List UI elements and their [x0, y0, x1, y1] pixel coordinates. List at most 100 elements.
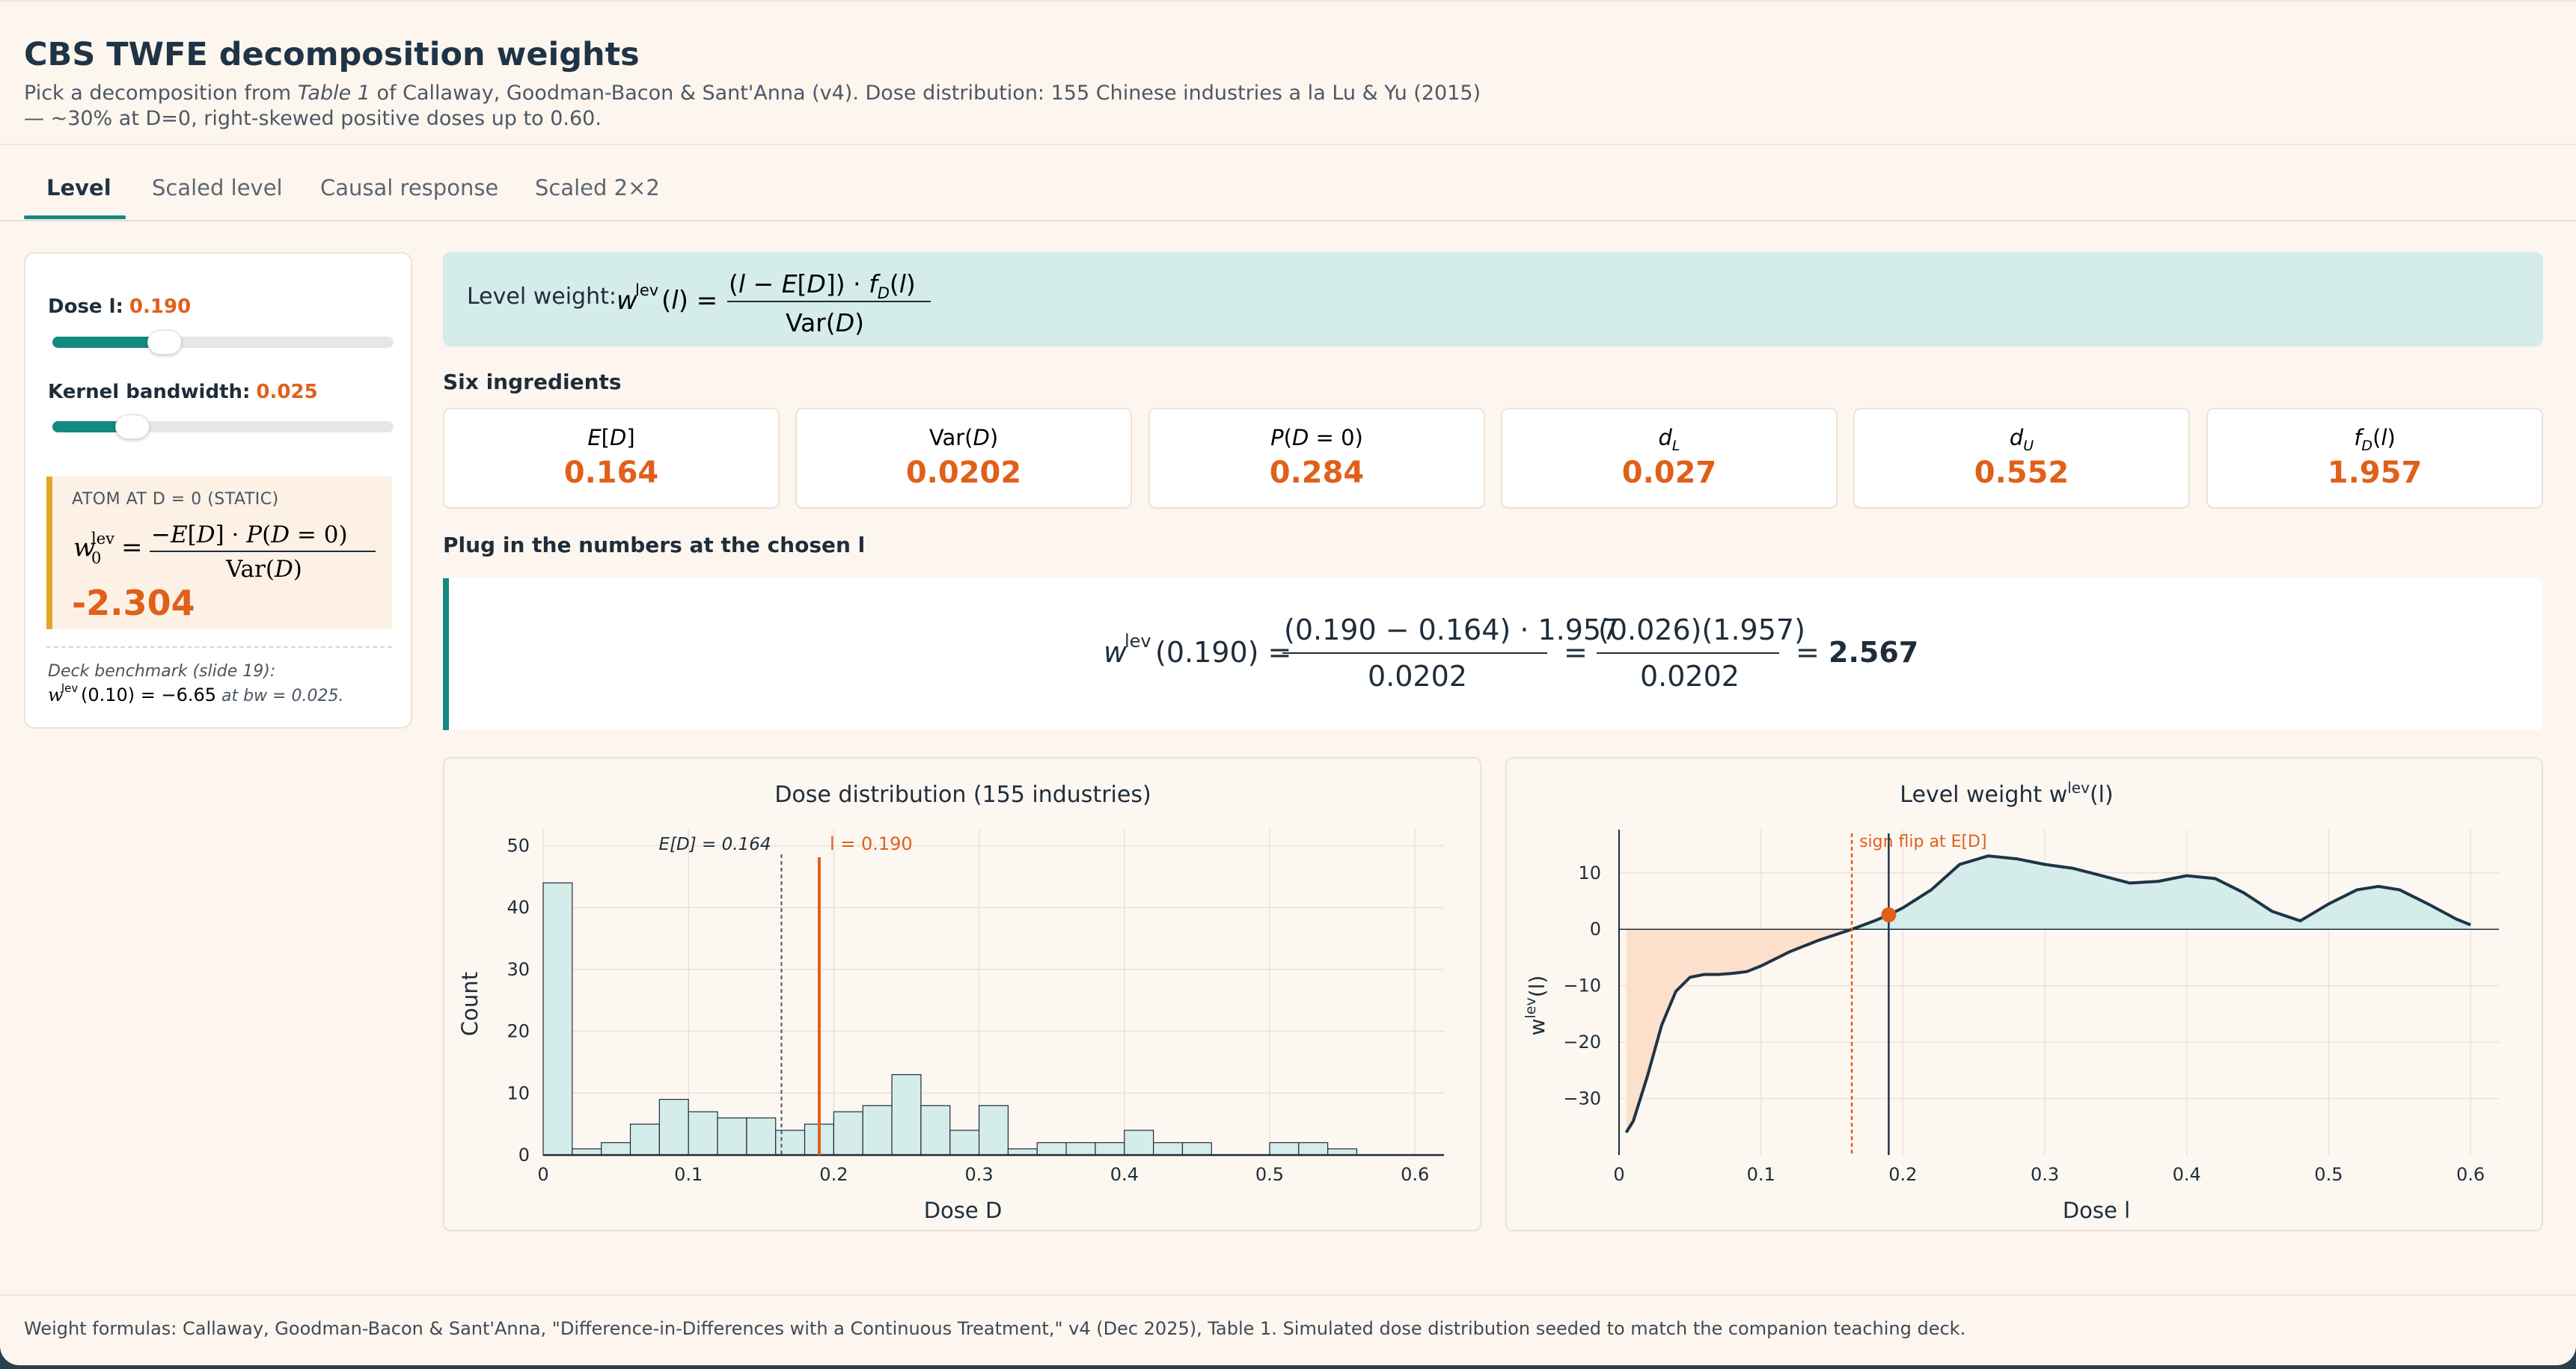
page-subtitle: Pick a decomposition from Table 1 of Cal…	[24, 81, 1505, 132]
x-tick-label: 0.6	[2456, 1164, 2485, 1185]
histogram-bar	[862, 1105, 893, 1156]
y-tick-label: 40	[507, 897, 530, 918]
svg-text:w: w	[617, 286, 637, 316]
ingredients-title: Six ingredients	[443, 370, 622, 394]
level-weight-chart-panel: Level weight wlev(l) 0 0.1 0.2 0.3 0.4 0.5 0.6…	[1505, 757, 2543, 1231]
histogram-bar	[949, 1130, 980, 1156]
svg-text:lev: lev	[91, 530, 114, 548]
x-tick-label: 0.2	[1888, 1164, 1917, 1185]
svg-text:Var(D): Var(D)	[225, 556, 302, 581]
x-tick-label: 0.5	[1255, 1164, 1284, 1185]
tab-scaled-level[interactable]: Scaled level	[152, 175, 283, 200]
ingredient-value: 0.552	[1974, 456, 2069, 490]
svg-text:=: =	[1796, 636, 1820, 669]
y-tick-label: −30	[1563, 1088, 1601, 1109]
x-tick-label: 0.5	[2314, 1164, 2343, 1185]
plug-var: 0.0202	[1368, 660, 1467, 693]
tab-causal-response[interactable]: Causal response	[320, 175, 499, 200]
y-tick-label: 30	[507, 959, 530, 980]
histogram-bar	[833, 1111, 863, 1156]
chart-title: Level weight wlev(l)	[1900, 779, 2113, 808]
x-tick-label: 0	[1613, 1164, 1624, 1185]
negative-area	[1626, 929, 1853, 1133]
top-divider	[0, 0, 2576, 1]
dose-label: l = 0.190	[830, 833, 913, 854]
svg-text:P(D = 0): P(D = 0)	[1270, 425, 1363, 450]
level-weight-chart: Level weight wlev(l) 0 0.1 0.2 0.3 0.4 0.5 0.6…	[1523, 779, 2499, 1223]
plug-in-title: Plug in the numbers at the chosen l	[443, 533, 865, 557]
y-tick-label: 50	[507, 836, 530, 857]
ingredient-symbol: P(D = 0)	[1270, 425, 1363, 450]
dose-marker	[1881, 907, 1897, 922]
bandwidth-slider-fill	[52, 421, 133, 432]
histogram-bar	[629, 1124, 660, 1156]
svg-text:E[D]: E[D]	[587, 425, 634, 450]
ingredient-card-var: Var(D) 0.0202	[795, 408, 1132, 509]
bandwidth-value: 0.025	[256, 381, 318, 403]
histogram-bar	[775, 1130, 806, 1156]
x-tick-label: 0.1	[674, 1164, 703, 1185]
svg-text:0: 0	[91, 549, 101, 567]
ingredient-card-p0: P(D = 0) 0.284	[1148, 408, 1485, 509]
svg-text:(0.10) = −6.65: (0.10) = −6.65	[81, 684, 216, 705]
x-axis-label: Dose D	[924, 1198, 1003, 1223]
dose-distribution-chart: Dose distribution (155 industries) 0 0.1 0…	[457, 782, 1444, 1223]
histogram-bar	[920, 1105, 951, 1156]
y-tick-label: −10	[1563, 976, 1601, 996]
y-axis-label-tail: (l)	[1525, 976, 1549, 998]
bandwidth-label-text: Kernel bandwidth:	[48, 381, 251, 403]
benchmark-formula: w lev (0.10) = −6.65 at bw = 0.025.	[48, 682, 343, 705]
ingredient-symbol: dU	[2010, 425, 2034, 453]
histogram-bar	[542, 882, 573, 1156]
page-title: CBS TWFE decomposition weights	[24, 36, 640, 73]
tab-bar: Level Scaled level Causal response Scale…	[0, 147, 2576, 221]
page-footer: Weight formulas: Callaway, Goodman-Bacon…	[0, 1294, 2576, 1365]
weight-curve	[1624, 854, 2471, 1133]
svg-text:(l − E[D]) · fD(l): (l − E[D]) · fD(l)	[729, 269, 916, 302]
sign-flip-label: sign flip at E[D]	[1859, 833, 1987, 851]
chart-annotations: sign flip at E[D]	[1850, 833, 1987, 1155]
ingredient-card-ed: E[D] 0.164	[443, 408, 780, 509]
tab-level[interactable]: Level	[46, 175, 111, 200]
histogram-bar	[1181, 1142, 1212, 1156]
svg-text:w: w	[1104, 636, 1128, 669]
ingredient-symbol: dL	[1658, 425, 1680, 453]
histogram-bar	[601, 1142, 631, 1156]
ingredient-value: 0.0202	[905, 456, 1022, 490]
dose-slider-thumb[interactable]	[147, 330, 183, 355]
x-tick-label: 0.3	[964, 1164, 993, 1185]
plug-result: 2.567	[1829, 636, 1918, 669]
x-axis-label: Dose l	[2063, 1198, 2130, 1223]
bandwidth-slider[interactable]	[52, 414, 394, 439]
level-weight-formula: w lev (l) = (l − E[D]) · fD(l) Var(D)	[617, 269, 931, 337]
y-axis-label-sup: lev	[1523, 997, 1539, 1018]
svg-text:(0.190 − 0.164) · 1.957: (0.190 − 0.164) · 1.957	[1284, 613, 1619, 646]
dose-label: Dose l: 0.190	[48, 295, 191, 318]
chart-annotations: E[D] = 0.164 l = 0.190	[659, 833, 913, 1155]
x-tick-label: 0.3	[2031, 1164, 2059, 1185]
dose-value: 0.190	[129, 295, 192, 318]
ingredient-value: 0.027	[1621, 456, 1717, 490]
controls-panel: Dose l: 0.190 Kernel bandwidth: 0.025 ATOM…	[24, 252, 412, 729]
histogram-bar	[891, 1074, 922, 1156]
y-tick-label: −20	[1563, 1032, 1601, 1053]
svg-text:Var(D): Var(D)	[786, 308, 864, 337]
ingredient-value: 0.284	[1269, 456, 1365, 490]
histogram-bar	[1298, 1142, 1329, 1156]
svg-text:(0.190) =: (0.190) =	[1155, 636, 1291, 669]
bandwidth-slider-thumb[interactable]	[115, 414, 150, 439]
plug-var-2: 0.0202	[1640, 660, 1740, 693]
formula-banner: Level weight: w lev (l) = (l − E[D]) · f…	[443, 252, 2543, 346]
x-tick-label: 0.2	[819, 1164, 848, 1185]
x-tick-label: 0	[537, 1164, 548, 1185]
mean-label: E[D] = 0.164	[659, 835, 771, 854]
plug-ed: 0.164	[1419, 613, 1500, 646]
ingredient-value: 1.957	[2327, 456, 2423, 490]
plug-fd-2: 1.957	[1713, 613, 1794, 646]
histogram-bar	[1095, 1142, 1125, 1156]
x-tick-label: 0.1	[1747, 1164, 1775, 1185]
chart-axes: 0 0.1 0.2 0.3 0.4 0.5 0.6 0 10 20 30 40 50	[507, 836, 1444, 1185]
tab-scaled-2x2[interactable]: Scaled 2×2	[535, 175, 660, 200]
dose-slider[interactable]	[52, 330, 394, 355]
